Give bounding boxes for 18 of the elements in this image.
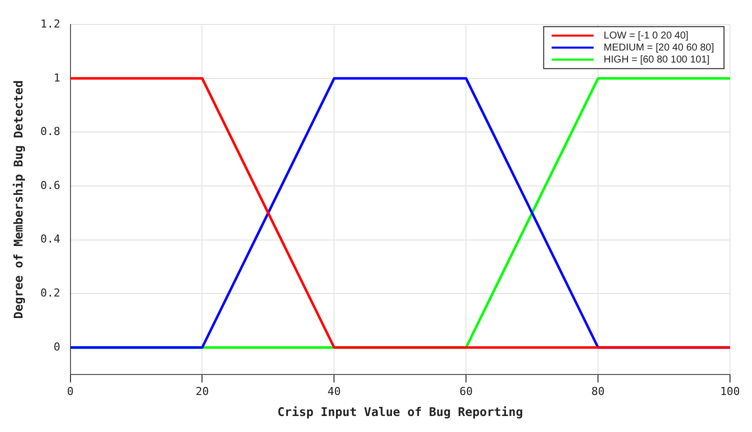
y-tick-label: 0.4 (40, 232, 61, 246)
legend-label: LOW = [-1 0 20 40] (604, 30, 689, 42)
y-tick-label: 0.6 (40, 178, 60, 192)
legend-label: MEDIUM = [20 40 60 80] (604, 42, 714, 54)
x-tick-label: 40 (328, 384, 341, 398)
y-tick-label: 0.2 (40, 286, 60, 300)
x-tick-label: 100 (720, 384, 740, 398)
y-axis-title: Degree of Membership Bug Detected (11, 80, 26, 319)
x-tick-label: 80 (591, 384, 605, 398)
y-tick-label: 0.8 (40, 125, 60, 138)
x-tick-label: 60 (459, 384, 473, 398)
y-tick-label: 0 (54, 340, 60, 354)
x-tick-label: 20 (196, 384, 209, 398)
x-tick-label: 0 (66, 384, 74, 398)
y-tick-label: 1 (54, 71, 60, 84)
x-axis-title: Crisp Input Value of Bug Reporting (277, 404, 523, 419)
y-tick-label: 1.2 (40, 17, 60, 30)
legend-label: HIGH = [60 80 100 101] (604, 54, 710, 66)
